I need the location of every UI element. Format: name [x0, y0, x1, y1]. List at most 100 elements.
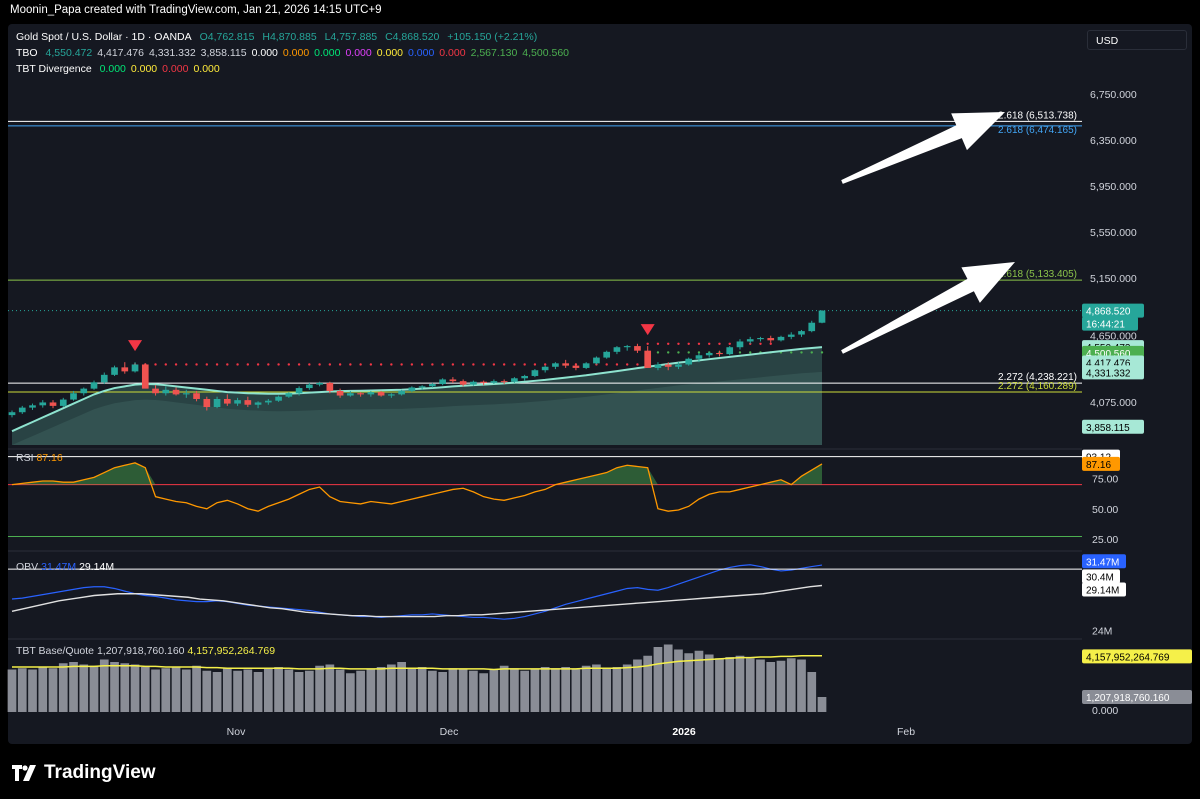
volume-bar: [694, 650, 704, 712]
dotted-level-dot: [420, 363, 424, 366]
candle-body: [182, 393, 190, 395]
candle-body: [326, 382, 334, 391]
volume-bar: [161, 668, 171, 712]
candle-body: [541, 366, 549, 371]
volume-bar: [807, 672, 817, 712]
volume-bar: [192, 665, 201, 712]
volume-bar: [817, 697, 827, 712]
volume-bar: [151, 669, 160, 712]
volume-bar: [776, 660, 786, 712]
tbo-value-3: 3,858.115: [200, 47, 247, 59]
candle-body: [39, 402, 47, 406]
price-axis-tick: 6,750.000: [1090, 89, 1137, 101]
countdown-tag-bg: [1082, 316, 1138, 331]
candle-body: [593, 357, 600, 364]
candle-body: [111, 367, 118, 375]
candle-body: [767, 338, 775, 341]
candle-body: [644, 350, 652, 368]
volume-bar: [407, 668, 417, 712]
volume-bar: [653, 647, 663, 712]
tbo-value-10: 0.000: [439, 47, 466, 59]
dotted-level-dot: [318, 363, 321, 366]
candle-body: [470, 381, 477, 385]
fib-level-label: 2.618 (6,474.165): [998, 125, 1077, 136]
tbo-value-1: 4,417.476: [97, 47, 144, 59]
symbol-name: Gold Spot / U.S. Dollar · 1D · OANDA: [16, 31, 192, 43]
rsi-value-tag: 87.16: [1086, 460, 1111, 471]
rsi-value-tag-bg: [1082, 456, 1120, 471]
volume-bar: [551, 668, 560, 712]
price-axis-tick: 4,075.000: [1090, 397, 1137, 409]
dotted-level-dot: [533, 363, 537, 366]
support-dot: [656, 351, 660, 354]
base-label: TBT Base/Quote 1,207,918,760.160 4,157,9…: [16, 645, 275, 657]
candle-body: [480, 381, 487, 383]
price-axis-tick: 5,550.000: [1090, 227, 1137, 239]
candle-body: [162, 389, 170, 394]
dotted-level-dot: [759, 342, 762, 345]
volume-bar: [325, 664, 335, 712]
candle-body: [285, 393, 293, 397]
volume-bar: [786, 658, 796, 712]
time-axis-tick: 2026: [672, 726, 696, 738]
volume-bar: [304, 670, 314, 712]
dotted-level-dot: [154, 363, 157, 366]
volume-bar: [171, 667, 181, 712]
volume-bar: [633, 659, 642, 712]
candle-body: [746, 339, 754, 342]
fib-level-label: 2.272 (4,160.289): [998, 381, 1077, 392]
time-axis-tick: Nov: [227, 726, 246, 738]
divergence-value-2: 0.000: [162, 63, 189, 75]
dotted-level-dot: [441, 363, 444, 366]
dotted-level-dot: [461, 363, 465, 366]
brand-name: TradingView: [44, 762, 156, 783]
indicator-price-tag-bg: [1082, 365, 1144, 380]
volume-bar: [612, 667, 622, 712]
candle-body: [18, 407, 26, 413]
volume-bar: [674, 649, 683, 712]
candle-body: [634, 346, 641, 351]
tbo-value-4: 0.000: [251, 47, 278, 59]
volume-bar: [428, 670, 437, 712]
volume-bar: [315, 665, 324, 712]
candle-body: [418, 386, 426, 388]
candle-body: [29, 405, 36, 408]
indicator-price-tag: 4,500.560: [1086, 349, 1131, 360]
support-dot: [687, 351, 690, 354]
dotted-level-dot: [769, 342, 772, 345]
candle-body: [787, 334, 795, 337]
rsi-axis-tick: 50.00: [1092, 504, 1118, 516]
volume-bar: [530, 669, 540, 712]
last-price-tag-bg: [1082, 303, 1144, 318]
dotted-level-dot: [646, 342, 649, 345]
volume-bar: [335, 669, 345, 712]
support-dot: [677, 351, 680, 354]
candle-body: [429, 384, 436, 387]
candle-body: [798, 331, 805, 335]
price-axis-tick: 5,950.000: [1090, 181, 1137, 193]
candle-body: [49, 402, 57, 406]
close-value: C4,868.520: [385, 31, 440, 43]
indicator-price-tag: 4,331.332: [1086, 368, 1131, 379]
volume-bar: [345, 673, 355, 712]
dotted-level-dot: [656, 342, 660, 345]
obv-value2: 29.14M: [79, 561, 115, 573]
volume-bar: [735, 655, 745, 712]
candle-body: [685, 358, 693, 365]
indicator-price-tag: 3,858.115: [1086, 423, 1130, 434]
volume-bar: [48, 668, 58, 712]
candle-body: [347, 393, 354, 396]
volume-bar: [294, 672, 304, 712]
base-value-tag-bg: [1082, 690, 1192, 704]
volume-bar: [89, 665, 99, 712]
candle-body: [70, 393, 77, 400]
candle-body: [716, 352, 723, 355]
high-value: H4,870.885: [262, 31, 317, 43]
candle-body: [275, 396, 282, 401]
dotted-level-dot: [359, 363, 362, 366]
volume-bar: [233, 670, 242, 712]
rsi-axis-tick: 25.00: [1092, 534, 1118, 546]
dotted-level-dot: [667, 342, 670, 345]
currency-button[interactable]: USD: [1087, 30, 1187, 50]
